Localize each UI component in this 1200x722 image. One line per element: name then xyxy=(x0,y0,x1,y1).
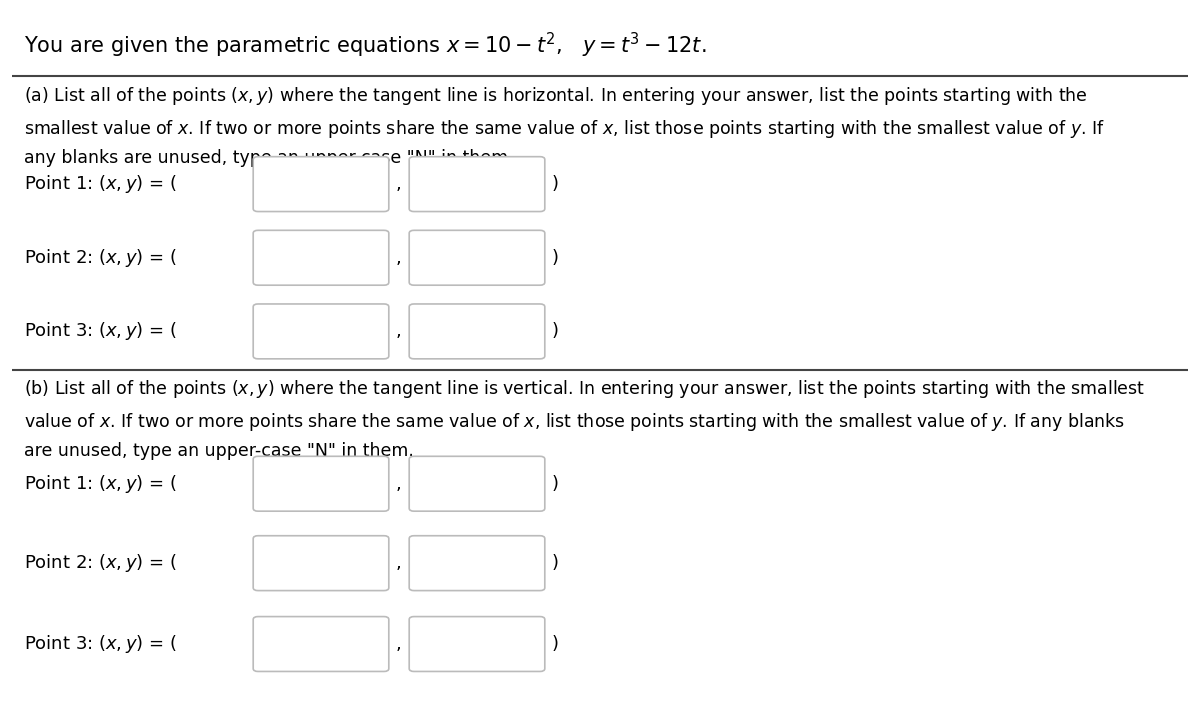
FancyBboxPatch shape xyxy=(409,157,545,212)
Text: Point 2: $(x, y)$ = (: Point 2: $(x, y)$ = ( xyxy=(24,552,176,574)
Text: ,: , xyxy=(396,554,402,572)
Text: Point 3: $(x, y)$ = (: Point 3: $(x, y)$ = ( xyxy=(24,633,176,655)
Text: ): ) xyxy=(552,635,559,653)
Text: ,: , xyxy=(396,475,402,492)
FancyBboxPatch shape xyxy=(253,456,389,511)
Text: ,: , xyxy=(396,175,402,193)
FancyBboxPatch shape xyxy=(409,230,545,285)
Text: ,: , xyxy=(396,323,402,340)
Text: ): ) xyxy=(552,249,559,266)
Text: You are given the parametric equations $x = 10 - t^2$,   $y = t^3 - 12t$.: You are given the parametric equations $… xyxy=(24,30,707,59)
Text: (b) List all of the points $(x, y)$ where the tangent line is vertical. In enter: (b) List all of the points $(x, y)$ wher… xyxy=(24,378,1145,460)
Text: ,: , xyxy=(396,249,402,266)
FancyBboxPatch shape xyxy=(253,230,389,285)
FancyBboxPatch shape xyxy=(409,456,545,511)
FancyBboxPatch shape xyxy=(253,157,389,212)
Text: ): ) xyxy=(552,323,559,340)
Text: Point 3: $(x, y)$ = (: Point 3: $(x, y)$ = ( xyxy=(24,321,176,342)
FancyBboxPatch shape xyxy=(253,536,389,591)
Text: ,: , xyxy=(396,635,402,653)
Text: ): ) xyxy=(552,175,559,193)
FancyBboxPatch shape xyxy=(253,304,389,359)
FancyBboxPatch shape xyxy=(253,617,389,671)
FancyBboxPatch shape xyxy=(409,536,545,591)
FancyBboxPatch shape xyxy=(409,304,545,359)
FancyBboxPatch shape xyxy=(409,617,545,671)
Text: Point 2: $(x, y)$ = (: Point 2: $(x, y)$ = ( xyxy=(24,247,176,269)
Text: Point 1: $(x, y)$ = (: Point 1: $(x, y)$ = ( xyxy=(24,173,176,195)
Text: Point 1: $(x, y)$ = (: Point 1: $(x, y)$ = ( xyxy=(24,473,176,495)
Text: (a) List all of the points $(x, y)$ where the tangent line is horizontal. In ent: (a) List all of the points $(x, y)$ wher… xyxy=(24,85,1105,167)
Text: ): ) xyxy=(552,475,559,492)
Text: ): ) xyxy=(552,554,559,572)
